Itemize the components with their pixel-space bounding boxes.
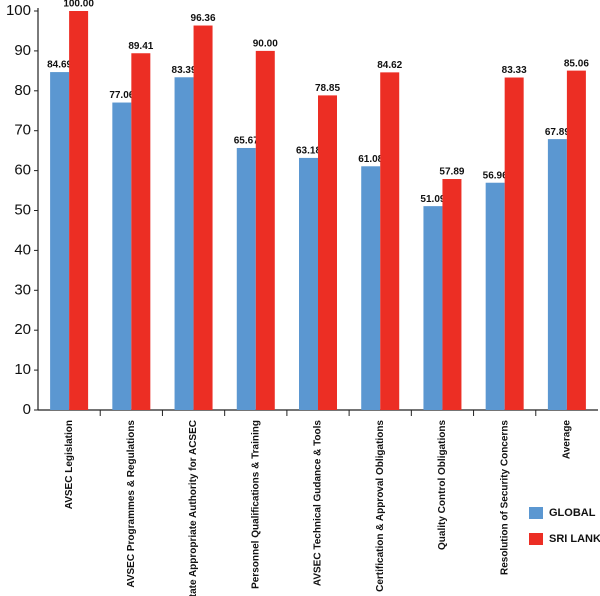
- legend-label: SRI LANKA: [549, 533, 600, 545]
- legend-swatch: [529, 507, 543, 519]
- x-tick-label: Average: [562, 420, 573, 460]
- bar: [112, 102, 132, 410]
- bar: [236, 147, 256, 411]
- x-tick-label: AVSEC Technical Gudance & Tools: [313, 420, 324, 587]
- value-label: 63.18: [296, 146, 321, 157]
- y-tick-label: 100: [6, 2, 31, 19]
- y-tick-label: 90: [14, 42, 31, 59]
- y-tick-label: 60: [14, 162, 31, 179]
- x-tick-label: AVSEC Programmes & Regulations: [126, 420, 137, 588]
- y-tick-label: 70: [14, 122, 31, 139]
- y-tick-label: 20: [14, 321, 31, 338]
- x-tick-label: AVSEC Legislation: [64, 420, 75, 509]
- y-tick-label: 80: [14, 82, 31, 99]
- bar: [380, 72, 400, 410]
- bar: [547, 139, 567, 410]
- value-label: 65.67: [234, 136, 259, 147]
- bar: [69, 11, 89, 410]
- value-label: 51.09: [420, 194, 445, 205]
- bar: [174, 77, 194, 411]
- bar: [566, 70, 586, 411]
- value-label: 78.85: [315, 83, 340, 94]
- value-label: 83.39: [172, 65, 197, 76]
- legend-swatch: [529, 533, 543, 545]
- value-label: 83.33: [502, 65, 527, 76]
- bar: [361, 166, 381, 410]
- y-tick-label: 30: [14, 281, 31, 298]
- y-tick-label: 0: [23, 401, 31, 418]
- value-label: 89.41: [128, 41, 153, 52]
- value-label: 96.36: [191, 13, 216, 24]
- y-tick-label: 40: [14, 241, 31, 258]
- bar: [299, 157, 318, 410]
- bar: [485, 182, 505, 410]
- bar: [442, 179, 462, 410]
- x-tick-label: Quality Control Obligations: [437, 420, 448, 550]
- value-label: 84.62: [377, 60, 402, 71]
- y-tick-label: 10: [14, 361, 31, 378]
- bar: [318, 95, 337, 411]
- bar: [255, 50, 275, 411]
- x-tick-label: Personnel Qualifications & Training: [250, 420, 261, 589]
- value-label: 84.69: [47, 60, 72, 71]
- x-tick-label: Certification & Approval Obligations: [375, 420, 386, 592]
- value-label: 90.00: [253, 39, 278, 50]
- bar: [131, 53, 151, 411]
- value-label: 67.89: [545, 127, 570, 138]
- bar: [504, 77, 524, 410]
- bar: [193, 25, 213, 411]
- y-tick-label: 50: [14, 201, 31, 218]
- value-label: 61.08: [358, 154, 383, 165]
- bar: [423, 206, 443, 410]
- bar: [50, 72, 70, 410]
- x-tick-label: State Appropriate Authority for ACSEC: [188, 420, 199, 596]
- x-tick-label: Resolution of Security Concerns: [499, 420, 510, 575]
- value-label: 57.89: [439, 167, 464, 178]
- value-label: 85.06: [564, 58, 589, 69]
- value-label: 100.00: [63, 0, 94, 10]
- legend-label: GLOBAL: [549, 507, 596, 519]
- value-label: 56.96: [483, 170, 508, 181]
- value-label: 77.06: [109, 90, 134, 101]
